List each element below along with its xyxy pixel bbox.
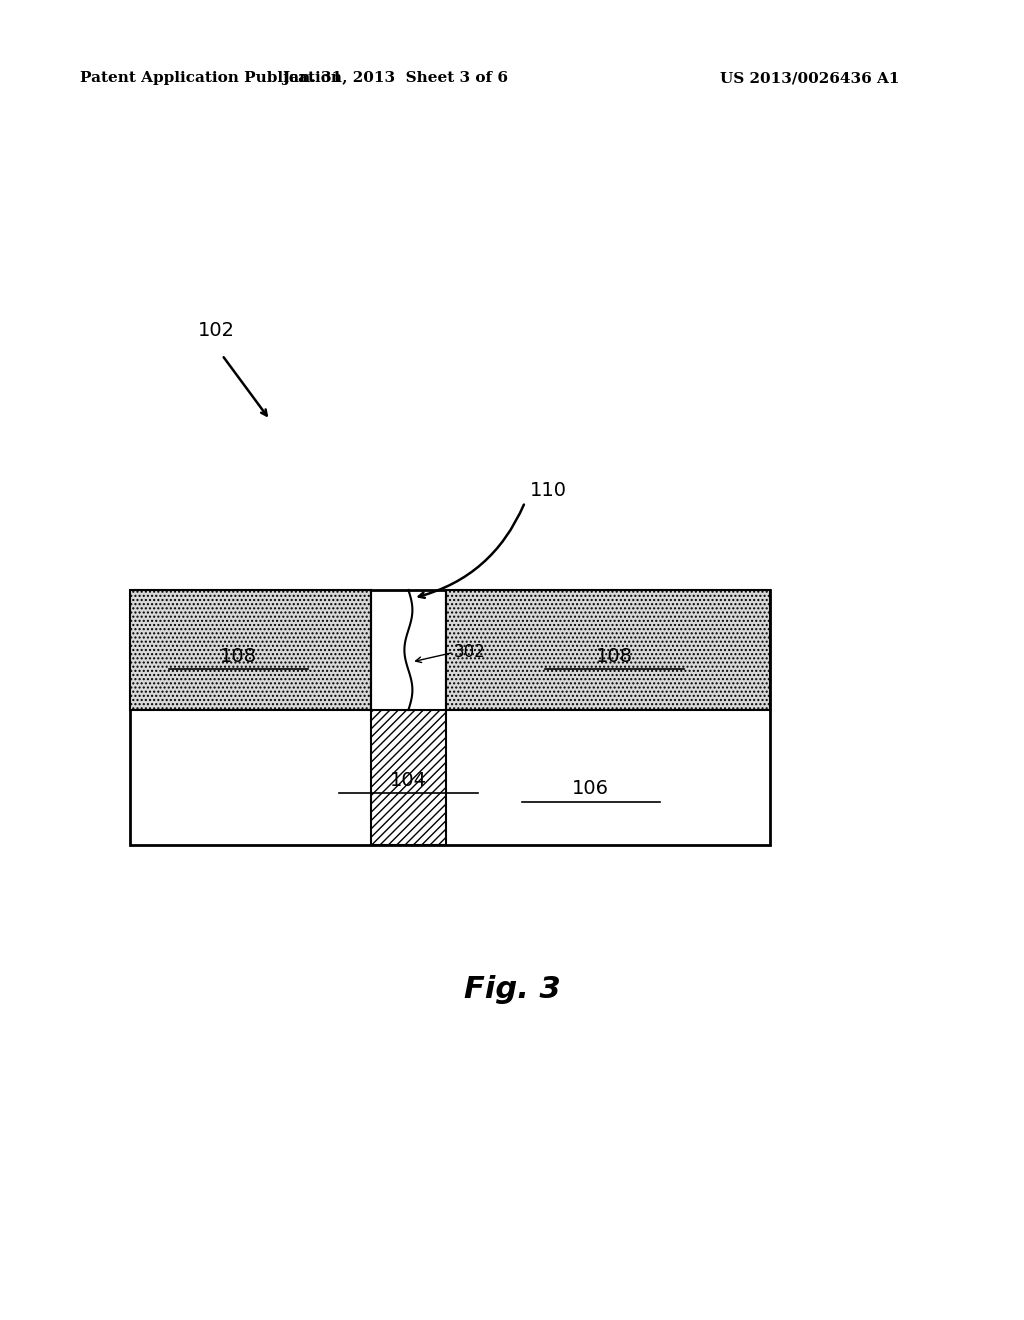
Text: Jan. 31, 2013  Sheet 3 of 6: Jan. 31, 2013 Sheet 3 of 6	[282, 71, 508, 84]
Text: Patent Application Publication: Patent Application Publication	[80, 71, 342, 84]
Text: Fig. 3: Fig. 3	[464, 975, 560, 1005]
Text: 102: 102	[198, 321, 234, 339]
Text: 110: 110	[530, 480, 567, 499]
Text: 104: 104	[390, 771, 427, 789]
Text: 106: 106	[572, 779, 609, 799]
Text: 302: 302	[454, 643, 485, 661]
Bar	[371, 710, 445, 845]
Text: 108: 108	[596, 647, 633, 665]
Bar	[130, 590, 770, 845]
Bar	[445, 590, 770, 710]
Text: 108: 108	[220, 647, 257, 665]
Text: US 2013/0026436 A1: US 2013/0026436 A1	[720, 71, 899, 84]
Bar	[130, 590, 371, 710]
